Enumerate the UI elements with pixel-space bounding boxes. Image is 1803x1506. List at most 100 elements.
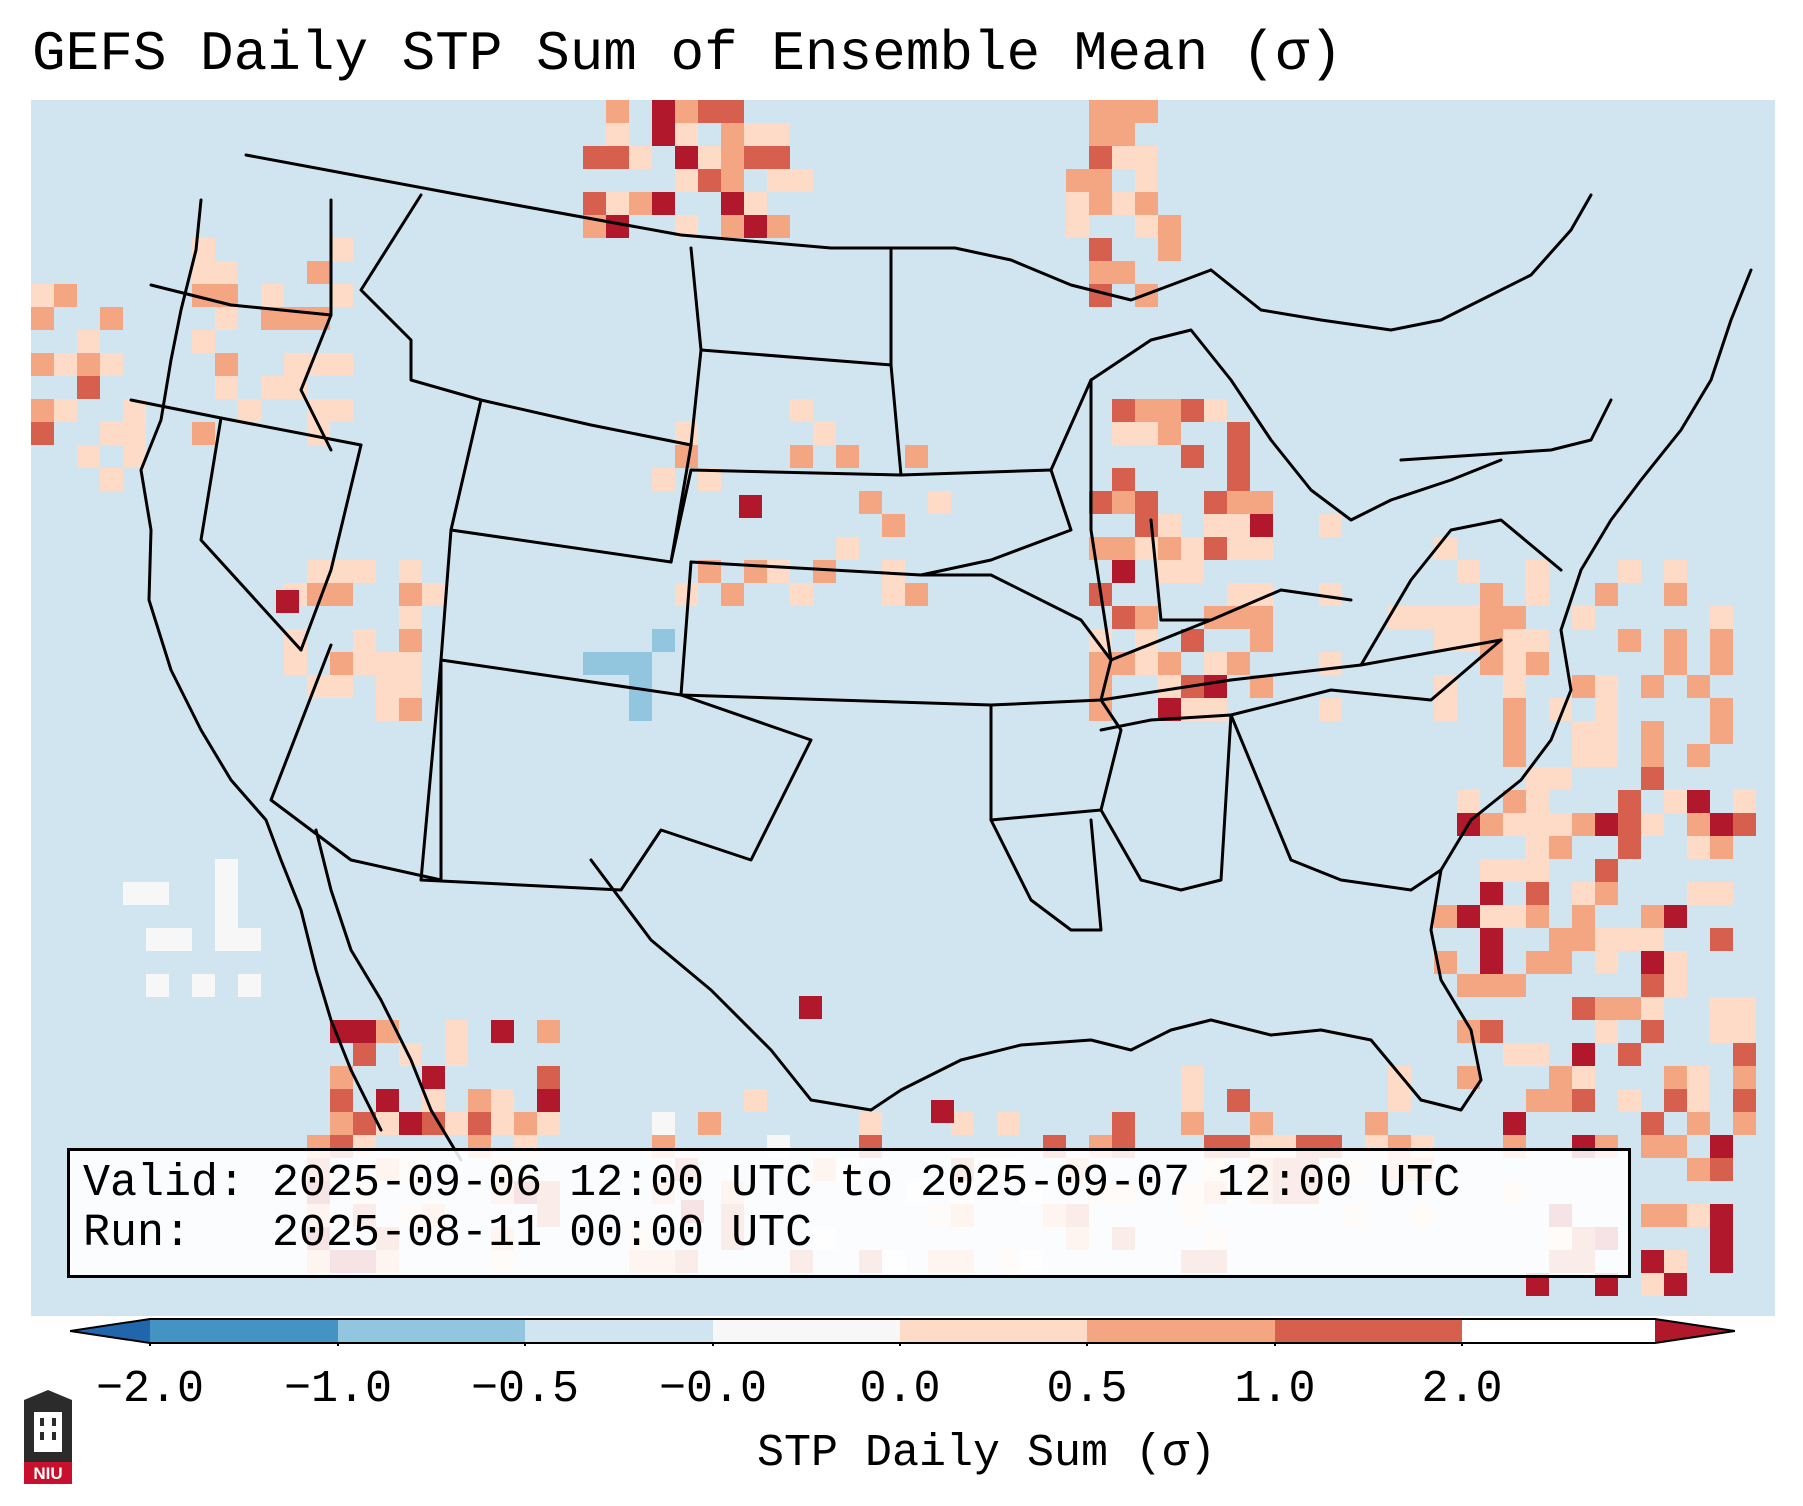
anomaly-cell: [307, 560, 330, 583]
northeast-border: [1209, 193, 1593, 332]
anomaly-cell: [1618, 836, 1641, 859]
idaho-west: [299, 198, 333, 452]
anomaly-cell: [1526, 790, 1549, 813]
anomaly-cell: [813, 560, 836, 583]
canada-us-border: [244, 153, 1213, 302]
stp-map: [31, 100, 1775, 1316]
anomaly-cell: [399, 698, 422, 721]
anomaly-cell: [54, 284, 77, 307]
anomaly-cell: [721, 192, 744, 215]
anomaly-cell: [1181, 1089, 1204, 1112]
anomaly-cell: [698, 560, 721, 583]
anomaly-cell: [1135, 146, 1158, 169]
anomaly-cell: [1503, 698, 1526, 721]
anomaly-cell: [1526, 882, 1549, 905]
anomaly-cell: [1572, 606, 1595, 629]
anomaly-cell: [330, 652, 353, 675]
ut-co-border: [439, 528, 693, 697]
anomaly-cell: [31, 422, 54, 445]
anomaly-cell: [675, 123, 698, 146]
anomaly-cell: [1250, 514, 1273, 537]
anomaly-cell: [1135, 652, 1158, 675]
anomaly-cell: [399, 606, 422, 629]
anomaly-cell: [100, 307, 123, 330]
anomaly-cell: [1480, 905, 1503, 928]
anomaly-cell: [31, 399, 54, 422]
anomaly-cell: [1158, 215, 1181, 238]
colorbar-tick-label: 0.5: [1046, 1364, 1128, 1415]
anomaly-cell: [399, 583, 422, 606]
anomaly-cell: [951, 1112, 974, 1135]
anomaly-cell: [1066, 169, 1089, 192]
anomaly-cell: [1181, 445, 1204, 468]
anomaly-cell: [1135, 169, 1158, 192]
montana-idaho: [359, 193, 483, 402]
anomaly-cell: [606, 192, 629, 215]
colorbar-tick-label: 2.0: [1421, 1364, 1503, 1415]
anomaly-cell: [353, 1112, 376, 1135]
anomaly-cell: [698, 468, 721, 491]
anomaly-cell: [1227, 514, 1250, 537]
anomaly-cell: [399, 629, 422, 652]
anomaly-cell: [1526, 583, 1549, 606]
anomaly-cell: [1664, 1250, 1687, 1273]
anomaly-cell: [1526, 951, 1549, 974]
anomaly-cell: [330, 1089, 353, 1112]
anomaly-cell: [146, 928, 169, 951]
anomaly-cell: [767, 560, 790, 583]
anomaly-cell: [1434, 629, 1457, 652]
anomaly-cell: [1365, 1112, 1388, 1135]
anomaly-cell: [767, 215, 790, 238]
anomaly-cell: [1664, 951, 1687, 974]
figure-title: GEFS Daily STP Sum of Ensemble Mean (σ): [32, 22, 1343, 86]
anomaly-cell: [1733, 1043, 1756, 1066]
anomaly-cell: [1687, 813, 1710, 836]
anomaly-cell: [77, 330, 100, 353]
anomaly-cell: [100, 422, 123, 445]
anomaly-cell: [583, 192, 606, 215]
anomaly-cell: [146, 882, 169, 905]
anomaly-cell: [1572, 813, 1595, 836]
anomaly-cell: [1664, 629, 1687, 652]
anomaly-cell: [1112, 261, 1135, 284]
anomaly-cell: [1503, 652, 1526, 675]
anomaly-cell: [882, 514, 905, 537]
mn-west: [889, 246, 903, 477]
anomaly-cell: [376, 1089, 399, 1112]
colorbar-label-text: STP Daily Sum (σ): [756, 1428, 1217, 1479]
anomaly-cell: [215, 261, 238, 284]
anomaly-cell: [238, 974, 261, 997]
anomaly-cell: [1250, 1112, 1273, 1135]
anomaly-cell: [1089, 146, 1112, 169]
anomaly-cell: [215, 376, 238, 399]
anomaly-cell: [1595, 721, 1618, 744]
anomaly-cell: [1066, 192, 1089, 215]
anomaly-cell: [1618, 629, 1641, 652]
anomaly-cell: [1388, 1089, 1411, 1112]
ky-oh-border: [1109, 588, 1353, 662]
va-wv-border: [1359, 518, 1563, 667]
anomaly-cell: [1687, 1204, 1710, 1227]
anomaly-cell: [931, 1100, 954, 1123]
anomaly-cell: [1112, 1112, 1135, 1135]
anomaly-cell: [1618, 1043, 1641, 1066]
anomaly-cell: [1618, 560, 1641, 583]
anomaly-cell: [1181, 399, 1204, 422]
anomaly-cell: [399, 652, 422, 675]
sd-ne-border: [669, 468, 903, 564]
anomaly-cell: [1664, 560, 1687, 583]
anomaly-cell: [1664, 905, 1687, 928]
colorbar-bin: [713, 1319, 900, 1343]
anomaly-cell: [1089, 261, 1112, 284]
great-lakes-region: [1049, 328, 1503, 522]
anomaly-cell: [192, 330, 215, 353]
anomaly-cell: [1135, 606, 1158, 629]
anomaly-cell: [399, 560, 422, 583]
anomaly-cell: [882, 560, 905, 583]
anomaly-cell: [744, 192, 767, 215]
anomaly-cell: [330, 353, 353, 376]
anomaly-cell: [1158, 422, 1181, 445]
anomaly-cell: [1158, 560, 1181, 583]
wy-border: [449, 398, 693, 564]
anomaly-cell: [330, 1020, 353, 1043]
